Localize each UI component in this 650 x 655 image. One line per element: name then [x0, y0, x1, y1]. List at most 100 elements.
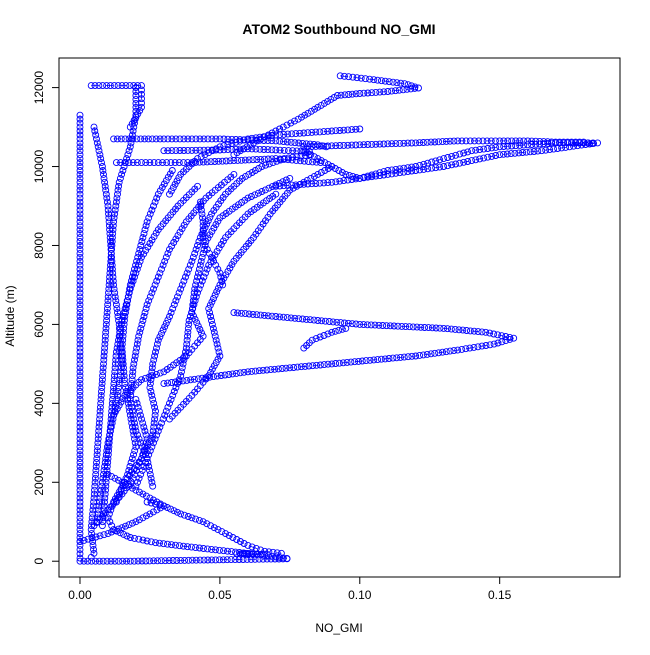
series-line	[113, 178, 290, 416]
data-point	[167, 159, 175, 167]
data-point	[374, 76, 382, 84]
data-point	[484, 153, 492, 161]
data-point	[126, 411, 134, 419]
data-point	[236, 145, 244, 153]
data-point	[76, 364, 84, 372]
data-point	[204, 135, 212, 143]
data-point	[209, 254, 217, 262]
data-point	[143, 218, 151, 226]
data-point	[476, 146, 484, 154]
data-point	[189, 305, 197, 313]
data-point	[107, 427, 114, 435]
data-point	[148, 236, 156, 244]
data-point	[584, 139, 592, 147]
data-point	[528, 137, 536, 145]
data-point	[146, 384, 154, 392]
data-point	[208, 320, 216, 328]
data-point	[160, 368, 168, 376]
data-point	[94, 443, 102, 451]
data-point	[336, 177, 344, 185]
data-point	[164, 147, 172, 155]
data-point	[328, 178, 336, 186]
data-point	[307, 151, 315, 159]
data-point	[177, 170, 185, 178]
data-point	[409, 323, 417, 331]
data-point	[93, 459, 100, 466]
data-point	[516, 137, 524, 145]
data-point	[284, 156, 292, 164]
data-point	[137, 439, 145, 447]
data-point	[472, 156, 480, 164]
data-point	[484, 145, 492, 152]
data-point	[184, 159, 192, 167]
data-point	[304, 129, 312, 137]
data-point	[76, 155, 84, 163]
data-point	[486, 329, 494, 337]
data-point	[88, 557, 96, 565]
data-point	[100, 470, 107, 478]
data-point	[84, 535, 92, 543]
data-point	[122, 305, 130, 313]
data-point	[129, 159, 137, 167]
data-point	[109, 222, 117, 230]
data-point	[280, 138, 287, 146]
data-point	[227, 556, 235, 564]
data-point	[107, 557, 115, 565]
data-point	[506, 335, 514, 343]
data-point	[206, 213, 214, 221]
data-point	[308, 336, 316, 344]
data-point	[507, 150, 515, 158]
series-18	[160, 309, 518, 388]
data-point	[182, 348, 189, 356]
data-point	[158, 329, 165, 337]
data-point	[340, 126, 348, 134]
data-point	[248, 134, 256, 142]
data-point	[454, 346, 462, 354]
data-point	[199, 222, 207, 230]
data-point	[172, 541, 179, 549]
data-point	[76, 380, 84, 388]
data-point	[462, 137, 470, 145]
data-point	[486, 341, 494, 349]
data-point	[76, 218, 84, 226]
data-point	[440, 324, 448, 332]
data-point	[268, 183, 276, 191]
data-point	[200, 135, 208, 143]
data-point	[106, 230, 114, 238]
data-point	[76, 167, 84, 174]
data-point	[128, 120, 136, 128]
data-point	[245, 156, 253, 164]
data-point	[143, 537, 151, 545]
data-point	[344, 141, 352, 149]
data-point	[190, 375, 198, 383]
data-point	[498, 338, 506, 346]
data-point	[154, 273, 162, 281]
data-point	[352, 320, 360, 328]
data-point	[515, 149, 523, 157]
data-point	[375, 321, 383, 329]
data-point	[190, 301, 198, 309]
data-point	[134, 478, 141, 486]
data-point	[208, 147, 216, 155]
data-point	[300, 129, 308, 137]
data-point	[99, 557, 107, 565]
data-point	[103, 194, 111, 202]
data-point	[210, 362, 218, 370]
data-point	[110, 135, 118, 143]
data-point	[100, 506, 108, 514]
data-point	[500, 150, 507, 158]
data-point	[417, 323, 425, 331]
series-24	[160, 145, 313, 155]
data-point	[366, 356, 374, 364]
data-point	[177, 556, 185, 564]
data-point	[240, 136, 248, 144]
series-22	[233, 549, 266, 558]
data-point	[126, 123, 134, 131]
data-point	[588, 140, 596, 148]
data-point	[129, 427, 137, 435]
data-point	[154, 427, 162, 435]
data-point	[483, 137, 491, 145]
data-point	[141, 135, 149, 143]
series-23	[112, 155, 325, 167]
data-point	[134, 557, 142, 565]
